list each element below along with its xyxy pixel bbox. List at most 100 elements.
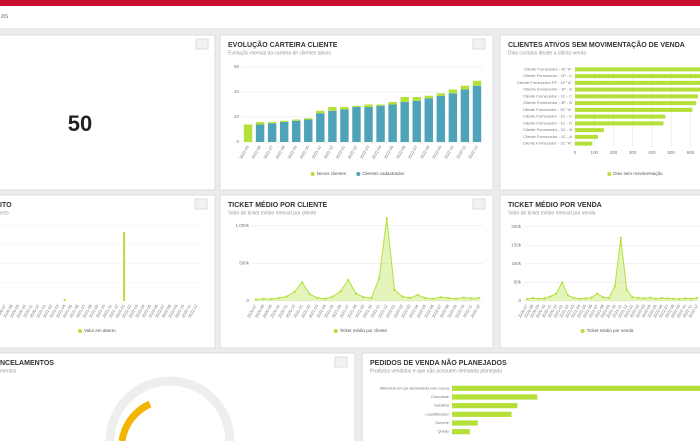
point bbox=[572, 296, 575, 300]
bar-segment bbox=[376, 105, 385, 142]
x-tick-label: 2021-11 bbox=[101, 303, 113, 319]
legend-swatch bbox=[607, 172, 612, 176]
bar-segment bbox=[279, 122, 289, 142]
point bbox=[300, 281, 304, 284]
bar-segment bbox=[424, 98, 433, 142]
panel-subtitle: Valor do ticket médio mensal por venda bbox=[508, 210, 596, 216]
bar-segment bbox=[388, 104, 397, 142]
menu-icon[interactable] bbox=[194, 198, 208, 210]
x-tick-label: 500 bbox=[667, 150, 675, 155]
y-tick-label: Queijo bbox=[437, 429, 449, 434]
bar-segment bbox=[448, 89, 458, 94]
point bbox=[578, 297, 581, 300]
bar-segment bbox=[267, 122, 277, 124]
x-tick-label: 2020-11 bbox=[541, 303, 553, 319]
x-tick-label: 2020-11 bbox=[22, 303, 34, 319]
panel bbox=[499, 34, 700, 191]
point bbox=[607, 296, 611, 300]
point bbox=[596, 292, 599, 295]
point bbox=[695, 296, 699, 300]
panel-subtitle: Produtos vendidos e que não possuem dema… bbox=[370, 368, 502, 374]
bar bbox=[575, 141, 593, 146]
x-tick-label: 100 bbox=[590, 150, 598, 155]
bar-segment bbox=[424, 95, 433, 99]
y-tick-label: Liquidificador bbox=[425, 411, 449, 416]
bar bbox=[452, 429, 470, 435]
bar-segment bbox=[340, 107, 349, 110]
bar-segment bbox=[292, 120, 301, 142]
bar-segment bbox=[352, 107, 361, 142]
bar-segment bbox=[472, 80, 482, 86]
bar-segment bbox=[316, 110, 325, 114]
point bbox=[602, 296, 605, 299]
menu-icon[interactable] bbox=[195, 38, 209, 50]
y-tick-label: 500k bbox=[239, 261, 250, 266]
point bbox=[525, 298, 529, 301]
x-tick-label: 0 bbox=[574, 150, 577, 155]
point bbox=[316, 296, 319, 300]
bar-segment bbox=[364, 104, 373, 107]
y-tick-label: 20 bbox=[234, 114, 240, 119]
bar-segment bbox=[304, 119, 313, 142]
point bbox=[666, 297, 669, 300]
y-tick-label: Sorvete bbox=[435, 420, 450, 425]
menu-icon[interactable] bbox=[472, 38, 486, 50]
bar-segment bbox=[400, 102, 409, 142]
point bbox=[531, 296, 534, 300]
bar bbox=[575, 74, 700, 79]
bar bbox=[575, 94, 699, 99]
bar-segment bbox=[255, 124, 265, 142]
point bbox=[684, 297, 687, 300]
y-tick-label: 50k bbox=[514, 280, 522, 285]
point bbox=[277, 296, 281, 300]
legend-swatch bbox=[356, 172, 361, 176]
legend-label: Dias sem movimentação bbox=[613, 171, 663, 176]
panel-subtitle: Valor do ticket médio mensal por cliente bbox=[228, 210, 317, 216]
point bbox=[308, 293, 311, 296]
point bbox=[561, 281, 564, 284]
point bbox=[393, 288, 396, 291]
bar bbox=[452, 403, 518, 409]
y-tick-label: 0 bbox=[236, 139, 239, 144]
gauge-arc bbox=[118, 400, 152, 441]
menu-icon[interactable] bbox=[334, 356, 348, 368]
bar bbox=[575, 114, 666, 119]
bar-segment bbox=[279, 120, 289, 122]
y-tick-label: 0 bbox=[246, 298, 249, 303]
menu-icon[interactable] bbox=[472, 198, 486, 210]
point bbox=[454, 297, 458, 300]
x-tick-label: 300 bbox=[629, 150, 637, 155]
point bbox=[537, 297, 540, 300]
bar-segment bbox=[352, 105, 361, 107]
bar bbox=[452, 411, 512, 417]
point bbox=[262, 297, 265, 300]
y-tick-label: 1.000k bbox=[235, 223, 249, 228]
bar-segment bbox=[388, 102, 397, 105]
bar-segment bbox=[376, 104, 385, 106]
gauge-track bbox=[105, 376, 235, 441]
y-tick-label: Gelatina bbox=[434, 403, 450, 408]
point bbox=[478, 296, 481, 300]
point bbox=[401, 295, 404, 298]
point bbox=[439, 296, 442, 299]
y-tick-label: 0 bbox=[518, 298, 521, 303]
point bbox=[625, 288, 628, 291]
legend-label: Clientes cadastrados bbox=[362, 171, 405, 176]
bar-segment bbox=[340, 109, 349, 142]
x-tick-label: 2020-07 bbox=[0, 303, 7, 319]
point bbox=[347, 278, 350, 282]
bar-segment bbox=[316, 113, 325, 142]
x-tick-label: 2021-11 bbox=[611, 303, 623, 319]
bar-segment bbox=[328, 110, 337, 142]
point bbox=[254, 298, 257, 301]
legend-swatch bbox=[310, 172, 315, 176]
point bbox=[619, 236, 622, 239]
bar-segment bbox=[304, 118, 313, 120]
bar bbox=[575, 128, 604, 133]
x-tick-label: 200 bbox=[610, 150, 618, 155]
x-tick-label: 2021-11 bbox=[311, 144, 323, 160]
y-tick-label: Cliente Fornecedor - 1C "A" bbox=[523, 141, 573, 146]
panel bbox=[219, 194, 494, 349]
panel-title: NCELAMENTOS bbox=[0, 360, 54, 367]
point bbox=[660, 296, 663, 300]
